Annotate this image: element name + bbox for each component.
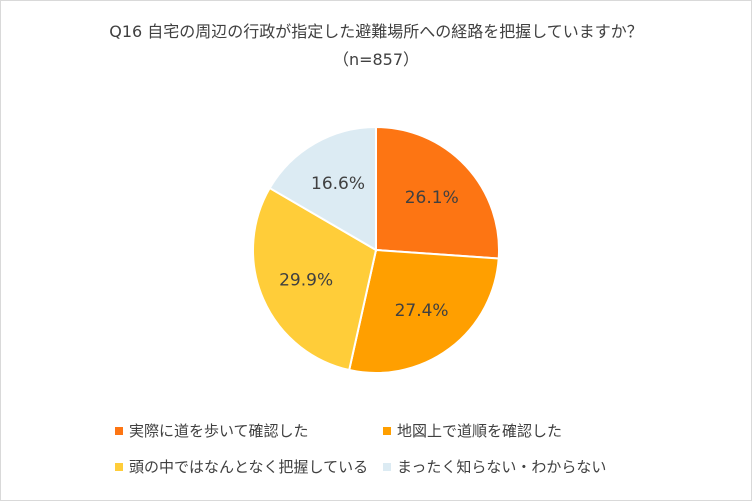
legend-swatch (115, 426, 123, 435)
data-label-2: 27.4% (395, 301, 449, 321)
legend-swatch (383, 462, 391, 471)
chart-subtitle: （n=857） (332, 50, 420, 69)
legend-swatch (383, 426, 391, 435)
legend-label: 地図上で道順を確認した (397, 422, 563, 440)
data-label-1: 26.1% (405, 188, 459, 208)
pie-slice-2 (347, 248, 500, 374)
pie-slice-1 (375, 125, 500, 260)
legend-label: 実際に道を歩いて確認した (129, 422, 309, 440)
legend-swatch (115, 462, 123, 471)
pie-data-labels: 26.1% 27.4% 29.9% 16.6% (279, 174, 459, 321)
legend-label: まったく知らない・わからない (397, 458, 607, 476)
pie-slices (252, 125, 500, 374)
legend-item-1: 実際に道を歩いて確認した (115, 420, 309, 441)
data-label-3: 29.9% (279, 271, 333, 291)
legend-item-4: まったく知らない・わからない (383, 456, 606, 477)
legend-label: 頭の中ではなんとなく把握している (129, 458, 369, 476)
legend-item-2: 地図上で道順を確認した (383, 420, 562, 441)
chart-title: Q16 自宅の周辺の行政が指定した避難場所への経路を把握していますか？ (109, 22, 643, 41)
legend-item-3: 頭の中ではなんとなく把握している (115, 456, 368, 477)
pie-slice-3 (252, 186, 378, 372)
pie-slice-4 (268, 125, 377, 252)
data-label-4: 16.6% (311, 174, 365, 194)
